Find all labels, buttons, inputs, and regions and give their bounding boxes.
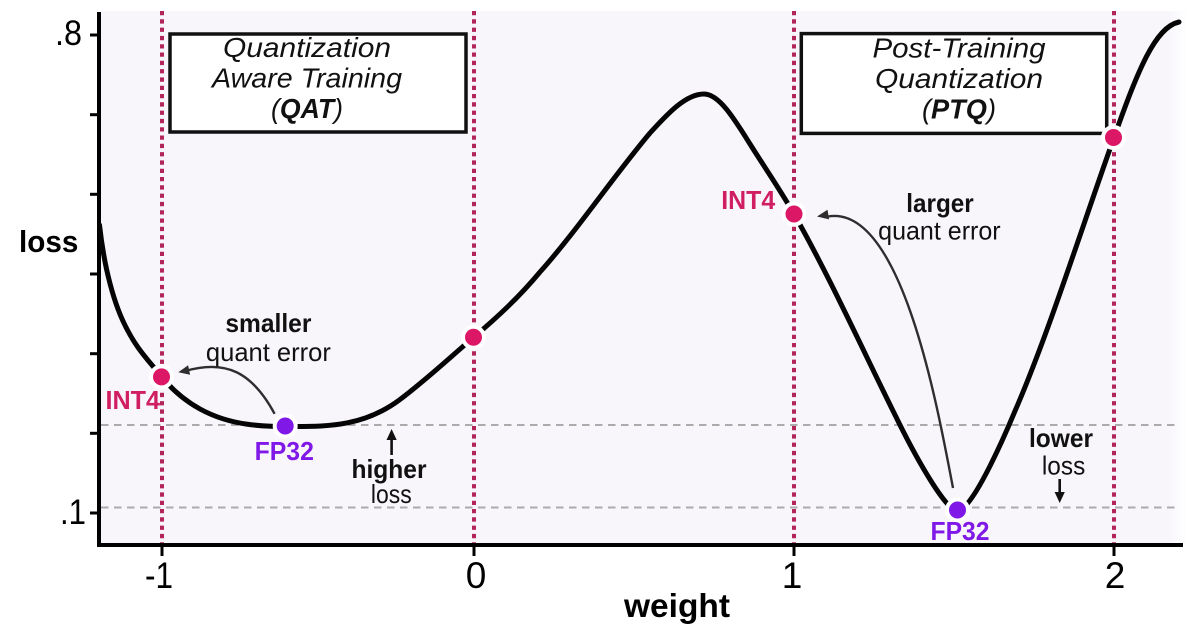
svg-text:.8: .8 [55, 14, 82, 53]
svg-text:2: 2 [1105, 555, 1126, 596]
svg-text:Quantization: Quantization [223, 32, 391, 63]
svg-text:lower: lower [1029, 423, 1093, 453]
svg-text:higher: higher [352, 454, 427, 484]
svg-text:Quantization: Quantization [875, 63, 1043, 94]
svg-text:INT4: INT4 [721, 185, 776, 215]
svg-text:1: 1 [782, 555, 803, 596]
svg-text:loss: loss [371, 479, 412, 509]
svg-text:weight: weight [623, 587, 730, 624]
svg-text:larger: larger [906, 188, 974, 218]
svg-text:quant error: quant error [878, 216, 1001, 246]
svg-text:INT4: INT4 [106, 385, 161, 415]
svg-text:FP32: FP32 [255, 436, 314, 466]
svg-text:(PTQ): (PTQ) [922, 94, 996, 125]
svg-text:loss: loss [1042, 451, 1085, 481]
svg-text:FP32: FP32 [931, 516, 990, 546]
svg-text:loss: loss [19, 224, 78, 259]
svg-text:Aware Training: Aware Training [210, 63, 402, 94]
svg-text:(QAT): (QAT) [271, 93, 343, 124]
svg-text:quant error: quant error [206, 337, 331, 367]
svg-text:0: 0 [466, 555, 487, 596]
svg-text:.1: .1 [60, 493, 86, 532]
svg-text:-1: -1 [145, 555, 173, 596]
svg-text:smaller: smaller [225, 308, 311, 338]
svg-text:Post-Training: Post-Training [873, 33, 1046, 64]
